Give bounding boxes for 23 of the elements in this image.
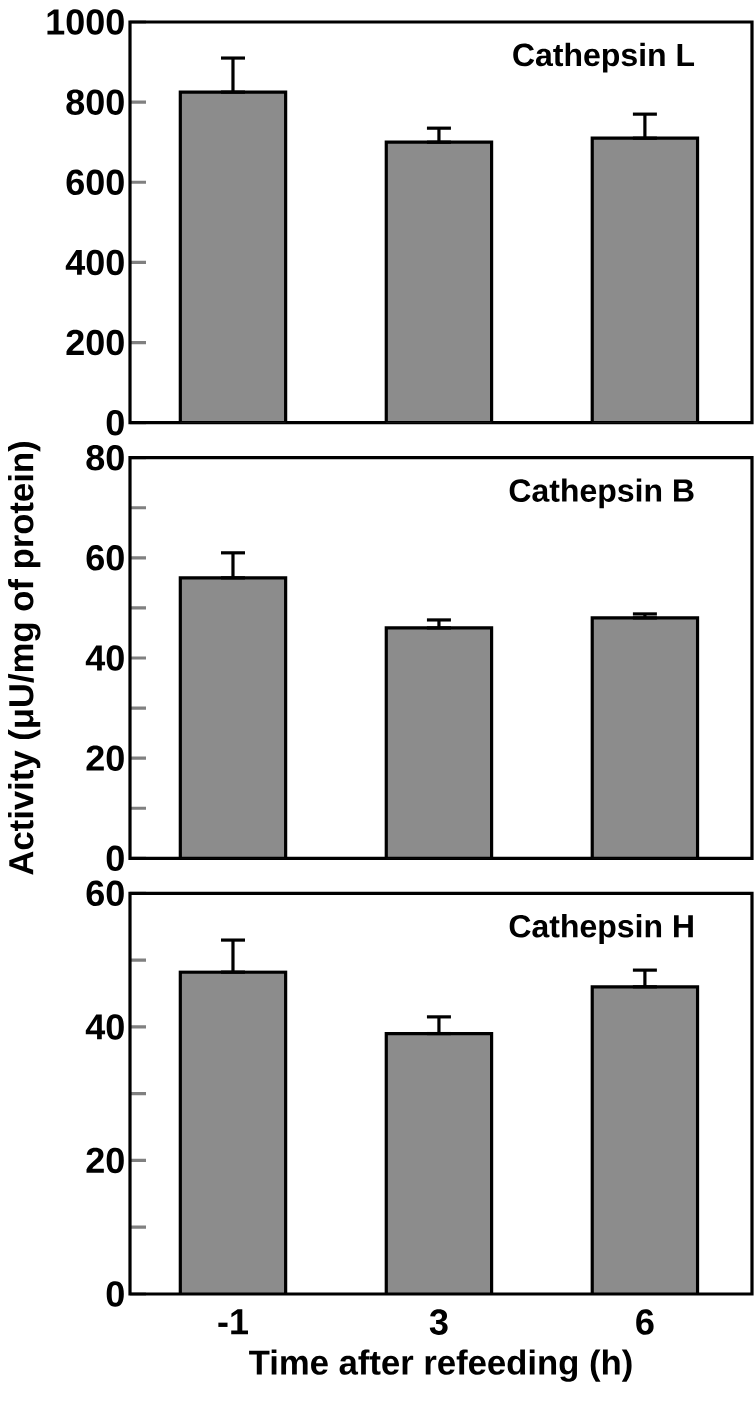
y-tick-label: 0 — [106, 845, 124, 872]
text: Cathepsin H — [509, 914, 693, 944]
y-tick-label: 60 — [86, 545, 124, 571]
text: Cathepsin B — [509, 478, 694, 509]
x-axis-title: Time after refeeding (h) — [249, 1349, 632, 1382]
y-tick-label: 1000 — [47, 9, 124, 35]
y-tick-label: 200 — [66, 329, 124, 356]
y-tick-label: 600 — [66, 169, 124, 196]
x-tick-label: 6 — [636, 1309, 654, 1335]
y-tick-label: 0 — [106, 409, 124, 436]
text: Cathepsin L — [513, 42, 695, 73]
y-tick-label: 80 — [86, 444, 124, 471]
y-tick-label: 40 — [85, 645, 124, 671]
y-tick-label: 20 — [86, 1147, 124, 1174]
x-tick-label: -1 — [218, 1309, 248, 1335]
y-tick-label: 60 — [86, 880, 124, 907]
y-tick-label: 800 — [66, 89, 124, 115]
x-tick-label: 3 — [429, 1309, 448, 1335]
y-tick-label: 20 — [86, 745, 124, 771]
y-tick-label: 0 — [106, 1281, 124, 1307]
y-axis-title: Activity (μU/mg of protein) — [8, 442, 41, 875]
y-tick-label: 400 — [65, 249, 124, 276]
y-tick-label: 40 — [85, 1014, 124, 1040]
